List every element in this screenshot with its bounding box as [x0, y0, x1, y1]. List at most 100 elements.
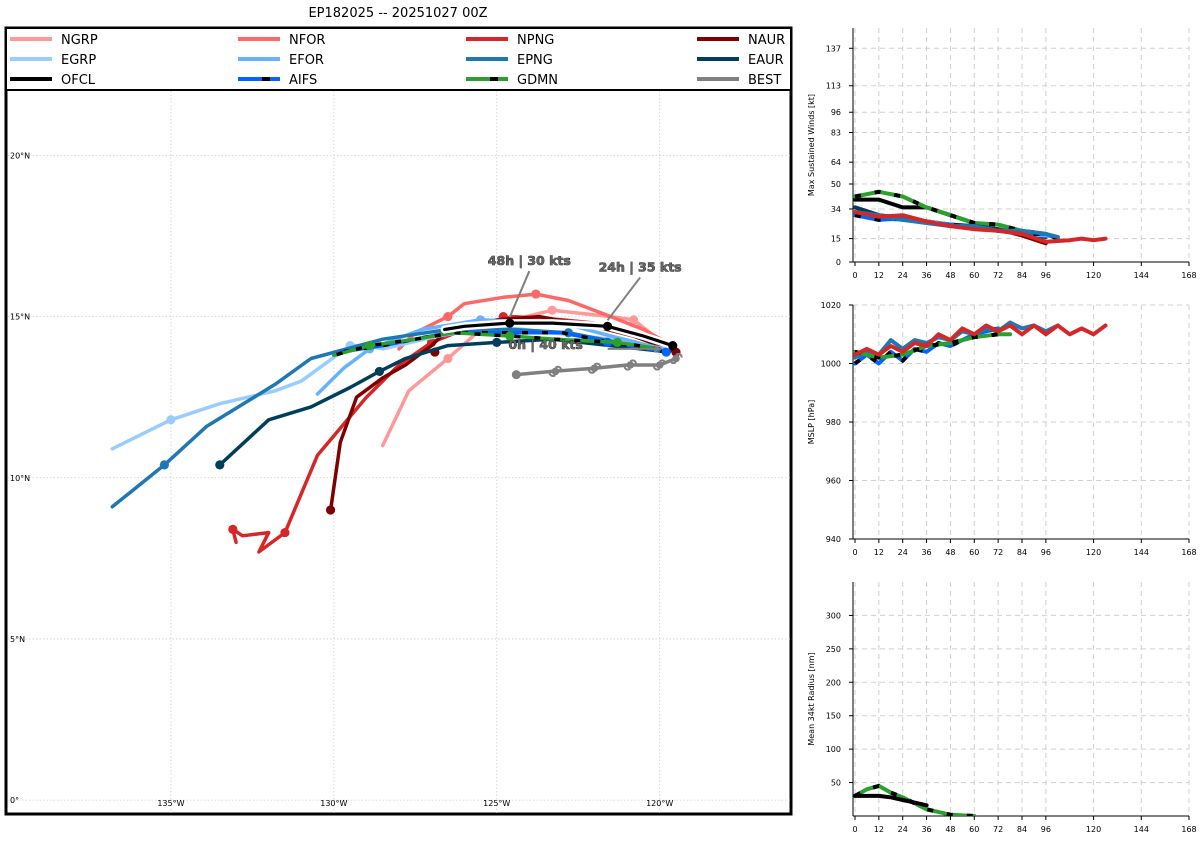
- panel-mean-34kt-radius-nm: 50 100 150 200 250 300 0 12 24 36 48 60 72 84 96 120 144…: [807, 582, 1197, 834]
- track-marker-eaur: [374, 366, 385, 377]
- annotation-arrow-line: [606, 276, 641, 321]
- x-tick-label: 72: [993, 825, 1003, 834]
- y-tick-label: 64: [831, 158, 841, 167]
- hurricane-symbol-core: [626, 361, 635, 369]
- panel-gridlines: [853, 28, 1190, 263]
- best-track-end-marker: [511, 370, 521, 380]
- x-tick-label: 96: [1041, 271, 1051, 280]
- legend-entry-ofcl: OFCL: [10, 73, 96, 88]
- hurricane-symbol-arm: [548, 372, 556, 377]
- x-tick-label: 72: [993, 271, 1003, 280]
- x-tick-label: 60: [969, 825, 979, 834]
- hurricane-symbol-arm: [675, 352, 683, 358]
- legend-entry-aifs: AIFS: [238, 73, 317, 88]
- hurricane-symbol-arm: [587, 368, 595, 374]
- hurricane-symbol-icon: [587, 362, 602, 374]
- lon-tick-label-125-w: 125°W: [483, 799, 510, 808]
- x-tick-label: 24: [898, 825, 908, 834]
- x-tick-label: 24: [898, 271, 908, 280]
- panel-gridlines: [853, 304, 1190, 540]
- legend: NGRP NFOR NPNG NAUR EGRP EFOR EPNG EAUR OFCL AIFS…: [5, 27, 792, 91]
- panel-gridlines: [853, 582, 1190, 816]
- x-tick-label: 168: [1181, 548, 1196, 557]
- track-marker-eaur: [492, 337, 502, 348]
- y-tick-label: 300: [826, 611, 841, 620]
- figure-title: EP182025 -- 20251027 00Z: [308, 6, 487, 21]
- track-map: 135°W 130°W 125°W 120°W 0° 5°N 10°N 15°N 20°N 48h…: [4, 26, 793, 816]
- panel-series: [853, 189, 1108, 246]
- series-line-npng: [853, 323, 1108, 357]
- track-marker-ofcl: [602, 321, 613, 331]
- track-marker-ngrp: [629, 315, 639, 325]
- legend-entry-naur: NAUR: [697, 33, 785, 48]
- legend-label-gdmn: GDMN: [517, 73, 558, 88]
- x-tick-label: 60: [969, 271, 979, 280]
- hurricane-symbol-core: [672, 354, 680, 363]
- legend-label-best: BEST: [748, 73, 781, 88]
- track-line-ofcl: [443, 321, 675, 348]
- legend-label-egrp: EGRP: [61, 53, 96, 68]
- panel-series: [853, 320, 1108, 367]
- track-marker-gdmn: [365, 341, 375, 351]
- track-marker-ngrp: [547, 305, 557, 315]
- y-tick-label: 980: [826, 418, 841, 427]
- y-tick-label: 100: [826, 745, 841, 754]
- hurricane-symbol-arm: [554, 365, 562, 371]
- lat-tick-label-5-n: 5°N: [10, 635, 25, 644]
- forecast-annotations: 48h | 30 kts 24h | 35 kts 0h | 40 kts: [488, 253, 682, 353]
- track-marker-gdmn: [505, 331, 515, 341]
- annotation-0h-40-kts: 0h | 40 kts: [508, 337, 663, 353]
- annotation-48h-30-kts: 48h | 30 kts: [488, 253, 571, 318]
- y-tick-label: 1020: [821, 301, 841, 310]
- track-marker-ofcl: [668, 341, 678, 351]
- annotation-label: 48h | 30 kts: [488, 253, 571, 268]
- x-tick-label: 36: [921, 548, 931, 557]
- legend-label-aifs: AIFS: [289, 73, 317, 88]
- y-tick-label: 96: [831, 108, 841, 117]
- track-dash-gdmn: [333, 330, 660, 357]
- y-tick-label: 200: [826, 678, 841, 687]
- legend-label-efor: EFOR: [289, 53, 324, 68]
- y-tick-label: 34: [831, 205, 841, 214]
- x-tick-label: 24: [898, 548, 908, 557]
- y-tick-label: 50: [831, 779, 841, 788]
- legend-box: [5, 27, 792, 91]
- hurricane-symbol-arm: [623, 365, 631, 371]
- track-marker-ngrp: [443, 353, 453, 364]
- legend-entry-egrp: EGRP: [10, 53, 96, 68]
- y-tick-label: 137: [826, 44, 841, 53]
- y-tick-label: 50: [831, 180, 841, 189]
- hurricane-symbol-icon: [623, 359, 637, 371]
- map-gridlines: [8, 91, 790, 813]
- hurricane-symbol-arm: [669, 359, 677, 365]
- x-tick-label: 0: [852, 548, 857, 557]
- x-tick-label: 48: [945, 271, 955, 280]
- panel-mslp-hpa: 940 960 980 1000 1020 0 12 24 36 48 60 72 84 96 120 144…: [807, 301, 1197, 557]
- lat-tick-label-15-n: 15°N: [10, 313, 30, 322]
- legend-label-naur: NAUR: [748, 33, 785, 48]
- y-tick-label: 83: [831, 129, 841, 138]
- legend-entry-nfor: NFOR: [238, 33, 325, 48]
- series-line-gdmn: [853, 783, 977, 816]
- legend-label-nfor: NFOR: [289, 33, 325, 48]
- track-epng: [110, 327, 668, 509]
- hurricane-symbol-arm: [629, 359, 637, 365]
- x-tick-label: 144: [1134, 271, 1149, 280]
- x-tick-label: 0: [852, 271, 857, 280]
- track-marker-eaur: [215, 460, 225, 470]
- y-tick-label: 113: [826, 82, 841, 91]
- y-tick-label: 150: [826, 712, 841, 721]
- x-tick-label: 168: [1181, 825, 1196, 834]
- annotation-arrowhead: [654, 344, 663, 353]
- annotation-arrow-line: [508, 270, 531, 318]
- hurricane-symbol-arm: [594, 362, 602, 368]
- x-tick-label: 48: [945, 548, 955, 557]
- lat-tick-label-10-n: 10°N: [10, 474, 30, 483]
- track-marker-egrp: [166, 415, 176, 425]
- hurricane-symbol-icon: [548, 365, 562, 377]
- y-tick-label: 15: [831, 235, 841, 244]
- track-ofcl: [440, 318, 678, 351]
